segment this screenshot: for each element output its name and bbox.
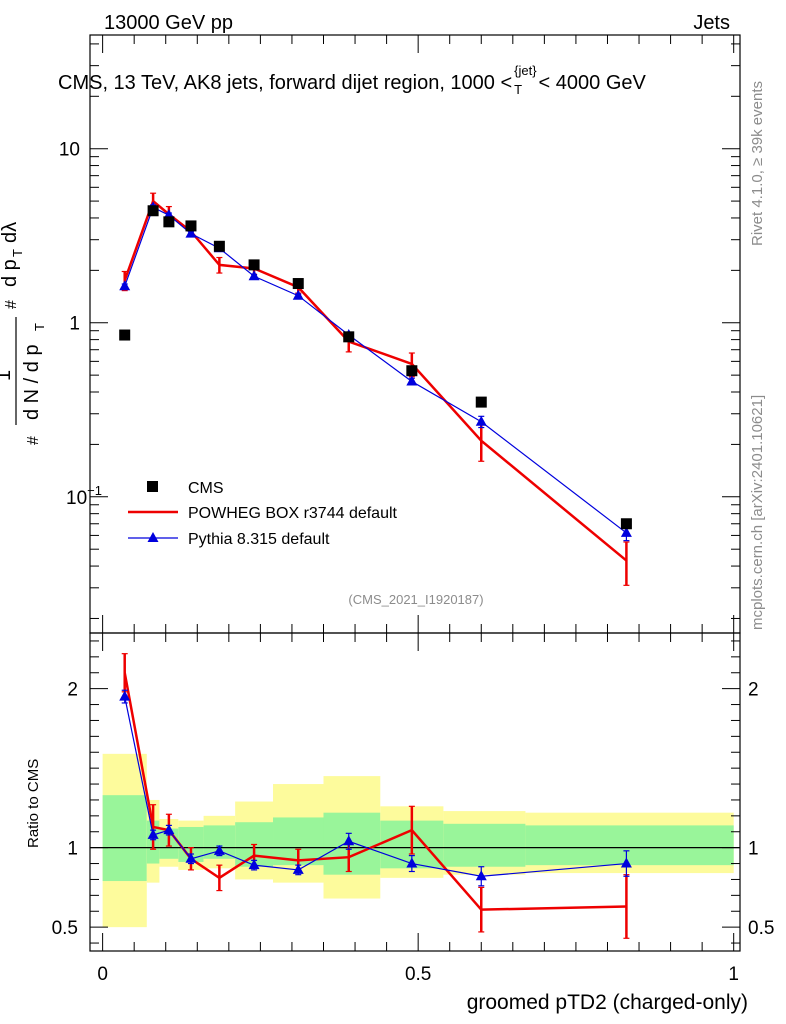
ratio-ytick-label: 0.5: [52, 918, 78, 939]
ratio-frame: [89, 632, 741, 952]
ratio-ylabel: Ratio to CMS: [25, 759, 42, 848]
main-ylabel: d N / d p T 1 # d p T dλ d 2 N # #: [0, 222, 47, 445]
main-ytick-label: 10: [59, 140, 80, 161]
cms-marker: [163, 216, 175, 228]
ratio-pythia-marker: [147, 828, 159, 839]
main-ytick-label: 1: [69, 314, 80, 335]
cms-marker: [475, 396, 487, 408]
band-inner: [443, 823, 526, 867]
pythia-marker: [119, 280, 131, 291]
pythia-marker: [475, 415, 487, 426]
cms-marker: [620, 518, 632, 530]
cms-marker: [406, 365, 418, 377]
svg-text:T: T: [32, 323, 47, 331]
cms-marker: [343, 331, 355, 343]
header-left: 13000 GeV pp: [104, 12, 233, 34]
ratio-pythia-marker: [620, 857, 632, 868]
ratio-ytick-label: 2: [67, 680, 78, 701]
ratio-pythia-marker: [475, 870, 487, 881]
cms-marker: [147, 205, 159, 217]
ratio-pythia-marker: [119, 690, 131, 701]
pythia-marker: [292, 289, 304, 300]
cms-marker: [119, 329, 131, 341]
ratio-ytick-label: 1: [67, 839, 78, 860]
ratio-pythia-marker: [406, 857, 418, 868]
ratio-xlabel: groomed pTD2 (charged-only): [467, 991, 748, 1014]
svg-text:d p: d p: [0, 259, 21, 287]
ratio-xtick-label: 1: [728, 964, 739, 985]
main-chart: 10 1 10−1: [59, 35, 740, 633]
svg-text:d N / d p: d N / d p: [21, 344, 43, 420]
legend-cms-marker: [147, 481, 158, 492]
cms-marker: [248, 259, 260, 271]
ratio-ytick-label-right: 1: [748, 839, 759, 860]
legend-powheg-label: POWHEG BOX r3744 default: [188, 505, 398, 522]
legend: CMS POWHEG BOX r3744 default Pythia 8.31…: [128, 480, 398, 548]
svg-text:#: #: [25, 436, 42, 445]
ratio-pythia-marker: [292, 863, 304, 874]
ratio-xtick-label: 0.5: [405, 964, 431, 985]
band-inner: [102, 795, 147, 882]
header-right: Jets: [693, 12, 730, 34]
main-ytick-label: 10−1: [66, 483, 102, 509]
ratio-chart: 0 0.5 1 0.5 0.5 1 1 2 2: [52, 633, 774, 985]
legend-pythia-marker: [147, 532, 159, 542]
pythia-marker: [248, 270, 260, 281]
ratio-pythia-marker: [163, 824, 175, 835]
pythia-marker: [406, 375, 418, 386]
pythia-marker: [185, 227, 197, 238]
ratio-xtick-label: 0: [97, 964, 108, 985]
legend-cms-label: CMS: [188, 480, 224, 497]
main-title: CMS, 13 TeV, AK8 jets, forward dijet reg…: [58, 63, 647, 97]
ratio-pythia-marker: [213, 844, 225, 855]
ratio-pythia-marker: [248, 859, 260, 870]
cms-marker: [292, 278, 304, 290]
legend-pythia-label: Pythia 8.315 default: [188, 531, 330, 548]
svg-text:#: #: [3, 300, 20, 309]
cms-marker: [213, 240, 225, 252]
ratio-ytick-label-right: 2: [748, 680, 759, 701]
band-inner: [525, 825, 734, 866]
svg-text:dλ: dλ: [0, 222, 21, 243]
ratio-pythia-marker: [343, 835, 355, 846]
svg-text:T: T: [10, 249, 25, 257]
ratio-pythia-marker: [185, 852, 197, 863]
ratio-ytick-label-right: 0.5: [748, 918, 774, 939]
ratio-bands: [102, 753, 734, 928]
mcplots-label: mcplots.cern.ch [arXiv:2401.10621]: [749, 395, 766, 630]
svg-text:1: 1: [0, 370, 15, 381]
rivet-label: Rivet 4.1.0, ≥ 39k events: [749, 81, 766, 246]
pythia-marker: [620, 526, 632, 537]
cms-marker: [185, 220, 197, 232]
watermark: (CMS_2021_I1920187): [348, 592, 483, 607]
